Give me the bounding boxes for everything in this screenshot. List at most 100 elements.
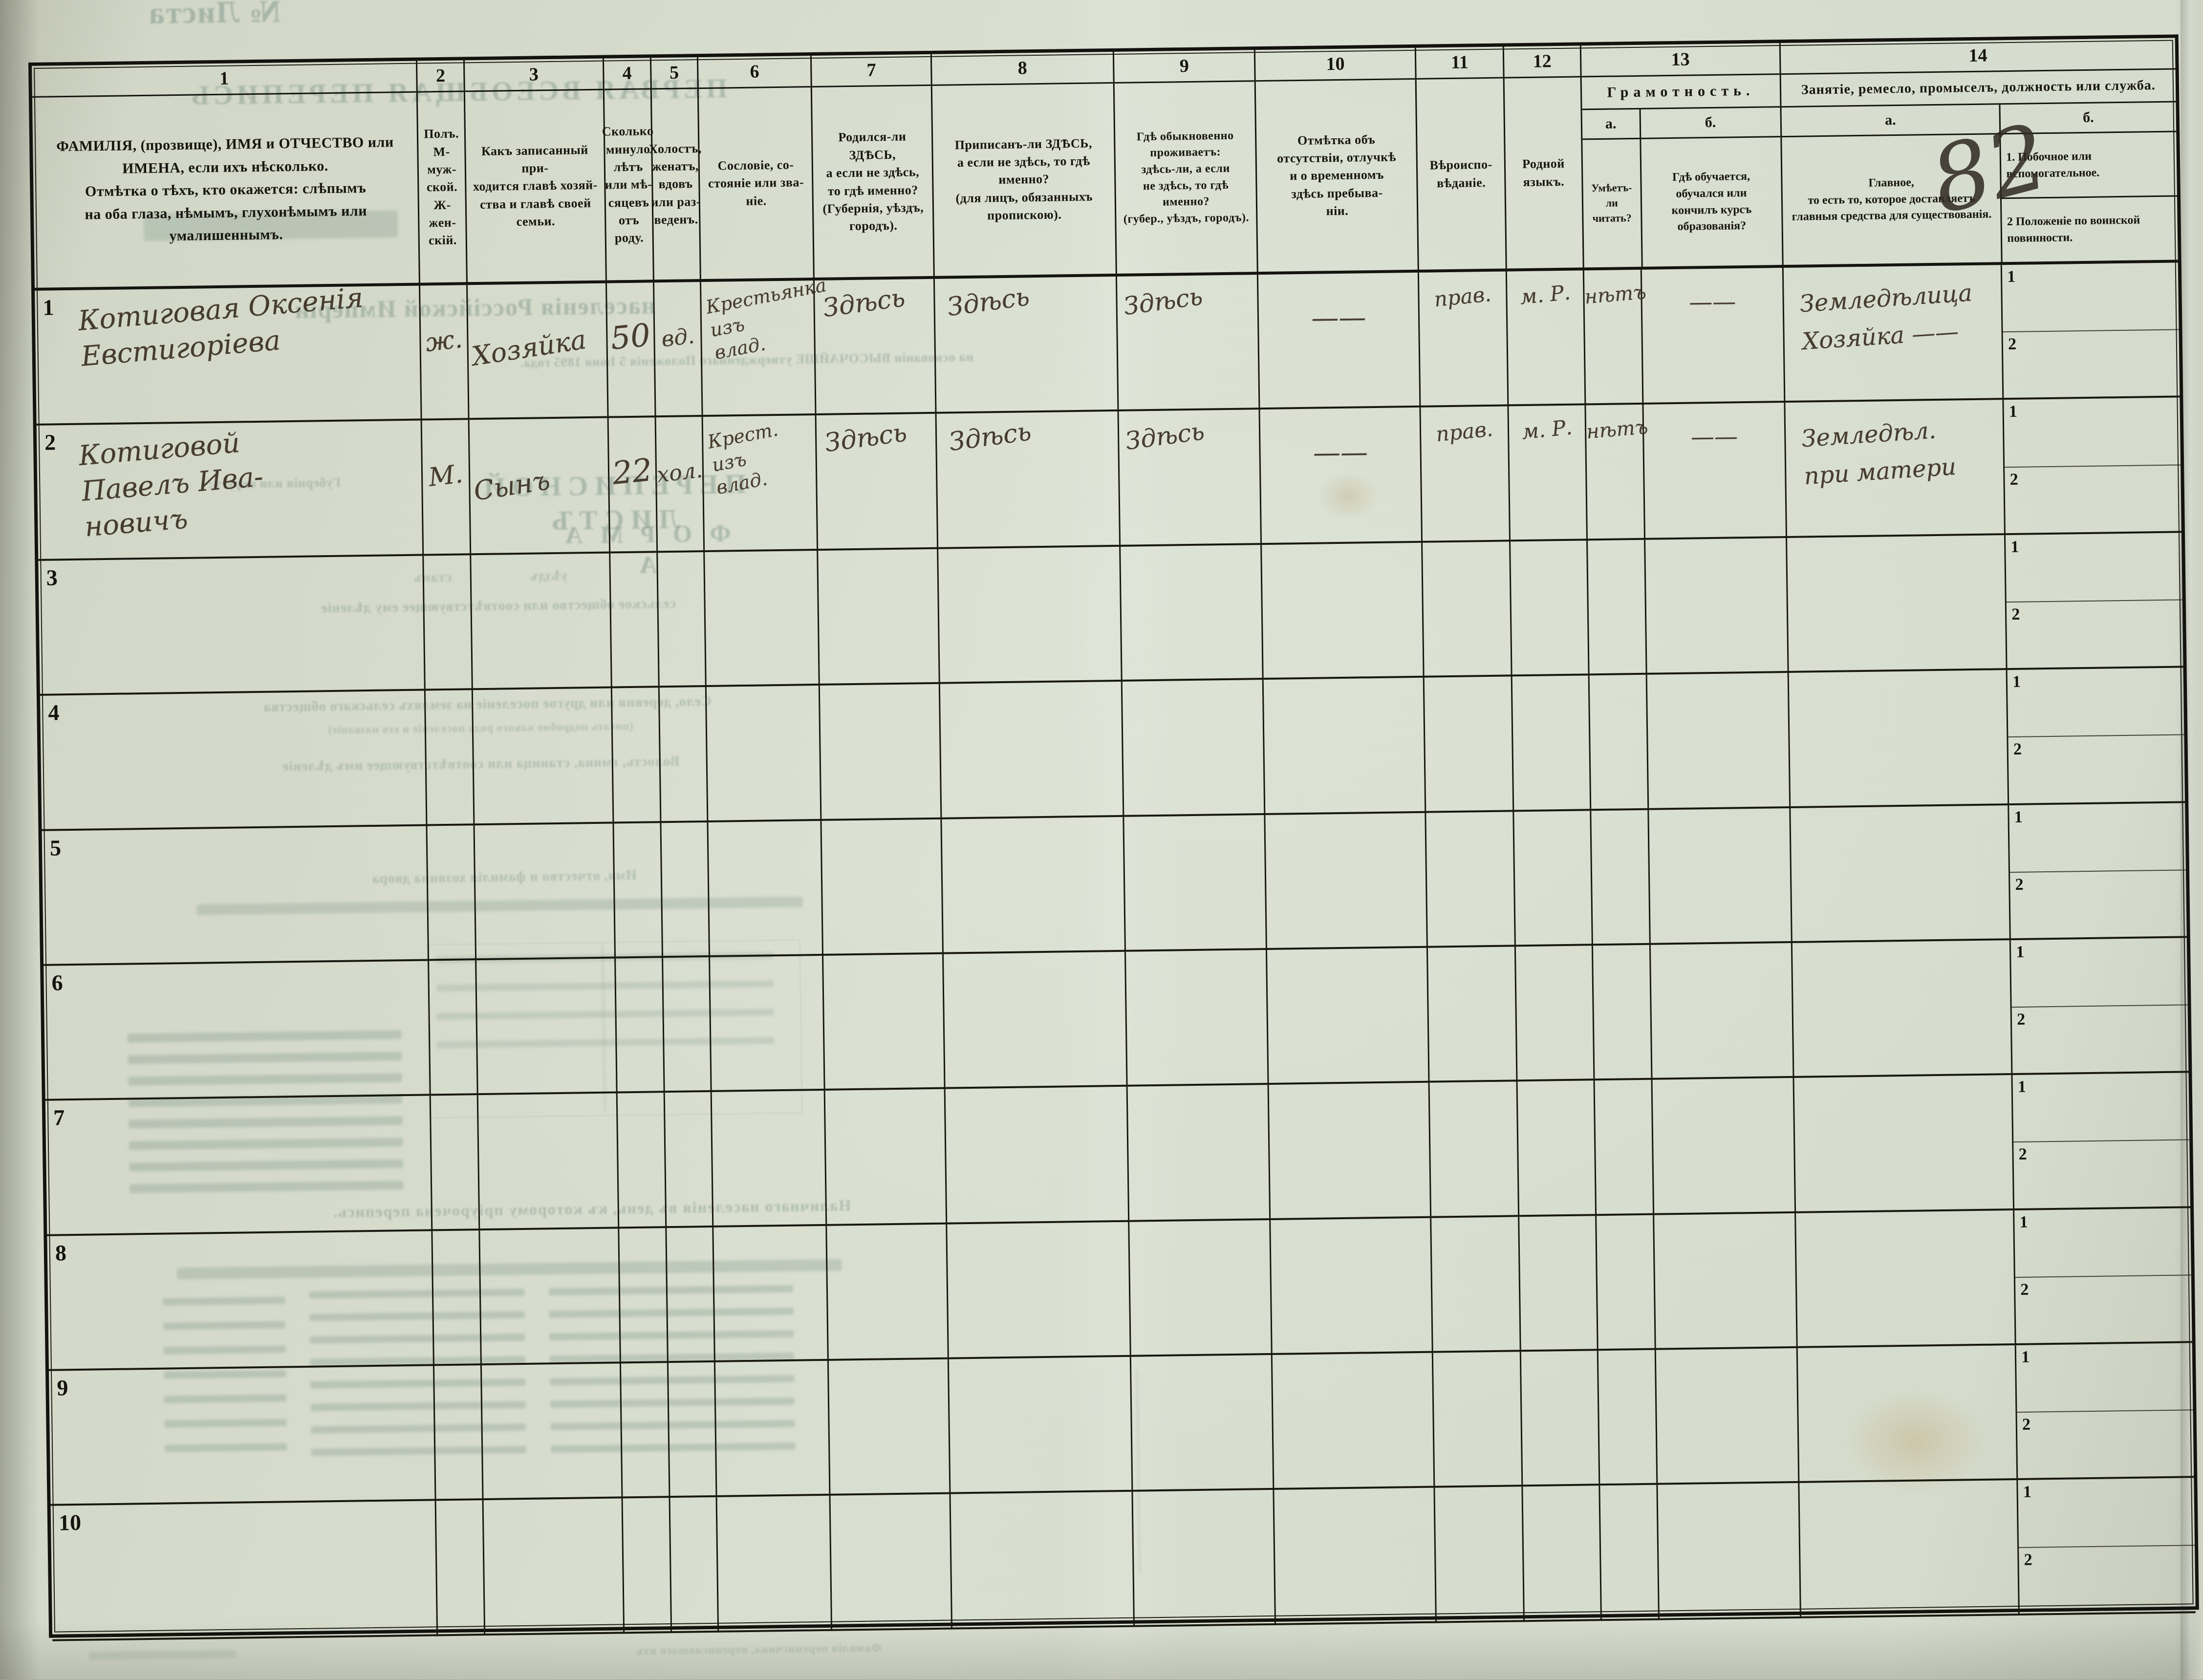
header-col-1: 1 ФАМИЛІЯ, (прозвище), ИМЯ и ОТЧЕСТВО ил… bbox=[32, 61, 421, 291]
cell-row7-reads bbox=[1595, 1079, 1655, 1216]
cell-row10-reads bbox=[1600, 1485, 1660, 1621]
sub-row-label: 1 bbox=[2007, 267, 2016, 286]
handwritten-entry: нѣтъ bbox=[1583, 281, 1647, 309]
cell-row10-resides bbox=[1133, 1490, 1276, 1627]
cell-row1-absence: —— bbox=[1258, 272, 1421, 410]
cell-row9-sex bbox=[434, 1365, 484, 1501]
cell-row10-side2: 2 bbox=[2019, 1545, 2196, 1615]
cell-row3-studied bbox=[1645, 538, 1789, 675]
cell-row6-religion bbox=[1428, 947, 1518, 1083]
cell-row10-estate bbox=[717, 1496, 833, 1633]
cell-row9-age bbox=[621, 1363, 670, 1499]
row-number: 6 bbox=[51, 970, 63, 995]
cell-row3-occupation_main bbox=[1787, 535, 2008, 673]
cell-row9-name: 9 bbox=[49, 1366, 437, 1507]
column-header-text: Приписанъ-ли ЗДѢСЬ, а если не здѣсь, то … bbox=[954, 136, 1093, 223]
cell-row1-language: м. Р. bbox=[1507, 270, 1586, 407]
cell-row3-religion bbox=[1423, 541, 1512, 678]
cell-row2-age: 22 bbox=[608, 417, 658, 554]
column-number: 8 bbox=[931, 51, 1113, 86]
handwritten-entry: Земледѣлица Хозяйка —— bbox=[1799, 279, 1973, 355]
cell-row6-estate bbox=[710, 955, 826, 1093]
cell-row9-registered bbox=[949, 1357, 1133, 1494]
column-header-text: Гдѣ обыкновенно проживаетъ: здѣсь-ли, а … bbox=[1123, 129, 1250, 226]
cell-row3-born bbox=[818, 549, 940, 686]
cell-row1-estate: Крестьянка изъ влад. bbox=[701, 274, 828, 417]
cell-row6-name: 6 bbox=[43, 961, 432, 1101]
cell-row8-reads bbox=[1597, 1215, 1657, 1351]
cell-row6-side1: 1 bbox=[2011, 938, 2188, 1008]
cell-row7-studied bbox=[1652, 1078, 1796, 1215]
bleed-through-text: № Листа bbox=[148, 0, 281, 30]
row-number: 5 bbox=[49, 835, 62, 861]
cell-row5-born bbox=[821, 819, 944, 956]
header-col-10: 10 Отмѣтка объ отсутствіи, отлучкѣ и о в… bbox=[1255, 47, 1420, 275]
cell-row2-occupation_main: Земледѣл. при матери bbox=[1785, 400, 2006, 538]
sub-row-label: 2 bbox=[2018, 1145, 2028, 1164]
handwritten-entry: 22 bbox=[610, 452, 654, 493]
cell-row7-marital bbox=[665, 1092, 714, 1228]
cell-row10-age bbox=[623, 1498, 672, 1634]
cell-row4-name: 4 bbox=[40, 690, 428, 831]
cell-row7-side1: 1 bbox=[2012, 1073, 2190, 1143]
sub-row-label: 1 bbox=[2016, 943, 2025, 961]
column-number: 7 bbox=[812, 54, 931, 88]
column-header-text: Холостъ, женатъ, вдовъ или раз- веденъ. bbox=[648, 141, 702, 227]
column-number: 10 bbox=[1255, 47, 1415, 82]
cell-row1-side2: 2 bbox=[2003, 330, 2180, 400]
cell-row2-marital: хол. bbox=[655, 417, 705, 553]
handwritten-entry: —— bbox=[1311, 302, 1366, 334]
literacy-title: Грамотность. bbox=[1581, 75, 1780, 110]
cell-row8-estate bbox=[713, 1226, 829, 1362]
sub-label-a: а. bbox=[1582, 109, 1640, 140]
cell-row2-registered: Здѣсь bbox=[936, 411, 1121, 549]
cell-row3-relation bbox=[471, 553, 612, 690]
cell-row10-registered bbox=[950, 1492, 1135, 1630]
cell-row5-studied bbox=[1649, 808, 1793, 945]
cell-row6-born bbox=[823, 954, 946, 1091]
cell-row3-language bbox=[1511, 540, 1590, 677]
cell-row9-occupation_main bbox=[1797, 1345, 2018, 1484]
cell-row9-resides bbox=[1131, 1355, 1274, 1492]
cell-row1-side1: 1 bbox=[2002, 262, 2179, 333]
cell-row5-resides bbox=[1124, 815, 1268, 952]
cell-row10-marital bbox=[670, 1497, 719, 1633]
cell-row1-age: 50 bbox=[607, 282, 656, 418]
cell-row8-marital bbox=[666, 1227, 715, 1363]
literacy-sub-a: а. Умѣетъ- ли читать? bbox=[1582, 109, 1641, 267]
cell-row7-language bbox=[1517, 1080, 1597, 1217]
column-number: 4 bbox=[604, 58, 650, 90]
handwritten-entry: м. Р. bbox=[1519, 280, 1572, 309]
cell-row6-studied bbox=[1651, 943, 1794, 1080]
cell-row10-language bbox=[1523, 1486, 1602, 1622]
cell-row5-side1: 1 bbox=[2009, 802, 2186, 873]
row-number: 8 bbox=[55, 1240, 67, 1266]
header-col-3: 3 Какъ записанный при- ходится главѣ хоз… bbox=[464, 58, 607, 285]
cell-row2-relation: Сынъ bbox=[469, 418, 611, 556]
cell-row5-registered bbox=[942, 817, 1126, 954]
cell-row4-sex bbox=[426, 690, 475, 826]
cell-row6-resides bbox=[1125, 949, 1269, 1087]
header-col-8: 8 Приписанъ-ли ЗДѢСЬ, а если не здѣсь, т… bbox=[931, 51, 1117, 279]
cell-row8-relation bbox=[480, 1228, 621, 1366]
sub-text-b: Гдѣ обучается, обучался или кончилъ курс… bbox=[1671, 170, 1752, 233]
header-col-12: 12 Родной языкъ. bbox=[1504, 45, 1584, 272]
handwritten-entry: нѣтъ bbox=[1585, 416, 1649, 444]
cell-row1-studied: —— bbox=[1642, 268, 1786, 405]
column-header-text: Какъ записанный при- ходится главѣ хозяй… bbox=[473, 142, 598, 229]
cell-row2-reads: нѣтъ bbox=[1585, 405, 1649, 541]
header-col-2: 2 Полъ. М-муж- ской. Ж-жен- скій. bbox=[417, 60, 468, 286]
cell-row1-name: 1 Котиговая Оксенія Евстигоріева bbox=[35, 282, 423, 426]
handwritten-entry: Крест. изъ влад. bbox=[706, 418, 780, 499]
cell-row4-relation bbox=[473, 688, 614, 825]
cell-row3-side1: 1 bbox=[2006, 533, 2182, 603]
column-number: 11 bbox=[1416, 46, 1503, 80]
row-number: 1 bbox=[43, 295, 54, 320]
cell-row10-absence bbox=[1274, 1487, 1437, 1625]
handwritten-entry: Здѣсь bbox=[947, 417, 1033, 457]
cell-row5-occupation_main bbox=[1791, 805, 2011, 943]
cell-row7-name: 7 bbox=[45, 1096, 433, 1236]
cell-row8-name: 8 bbox=[47, 1231, 435, 1371]
